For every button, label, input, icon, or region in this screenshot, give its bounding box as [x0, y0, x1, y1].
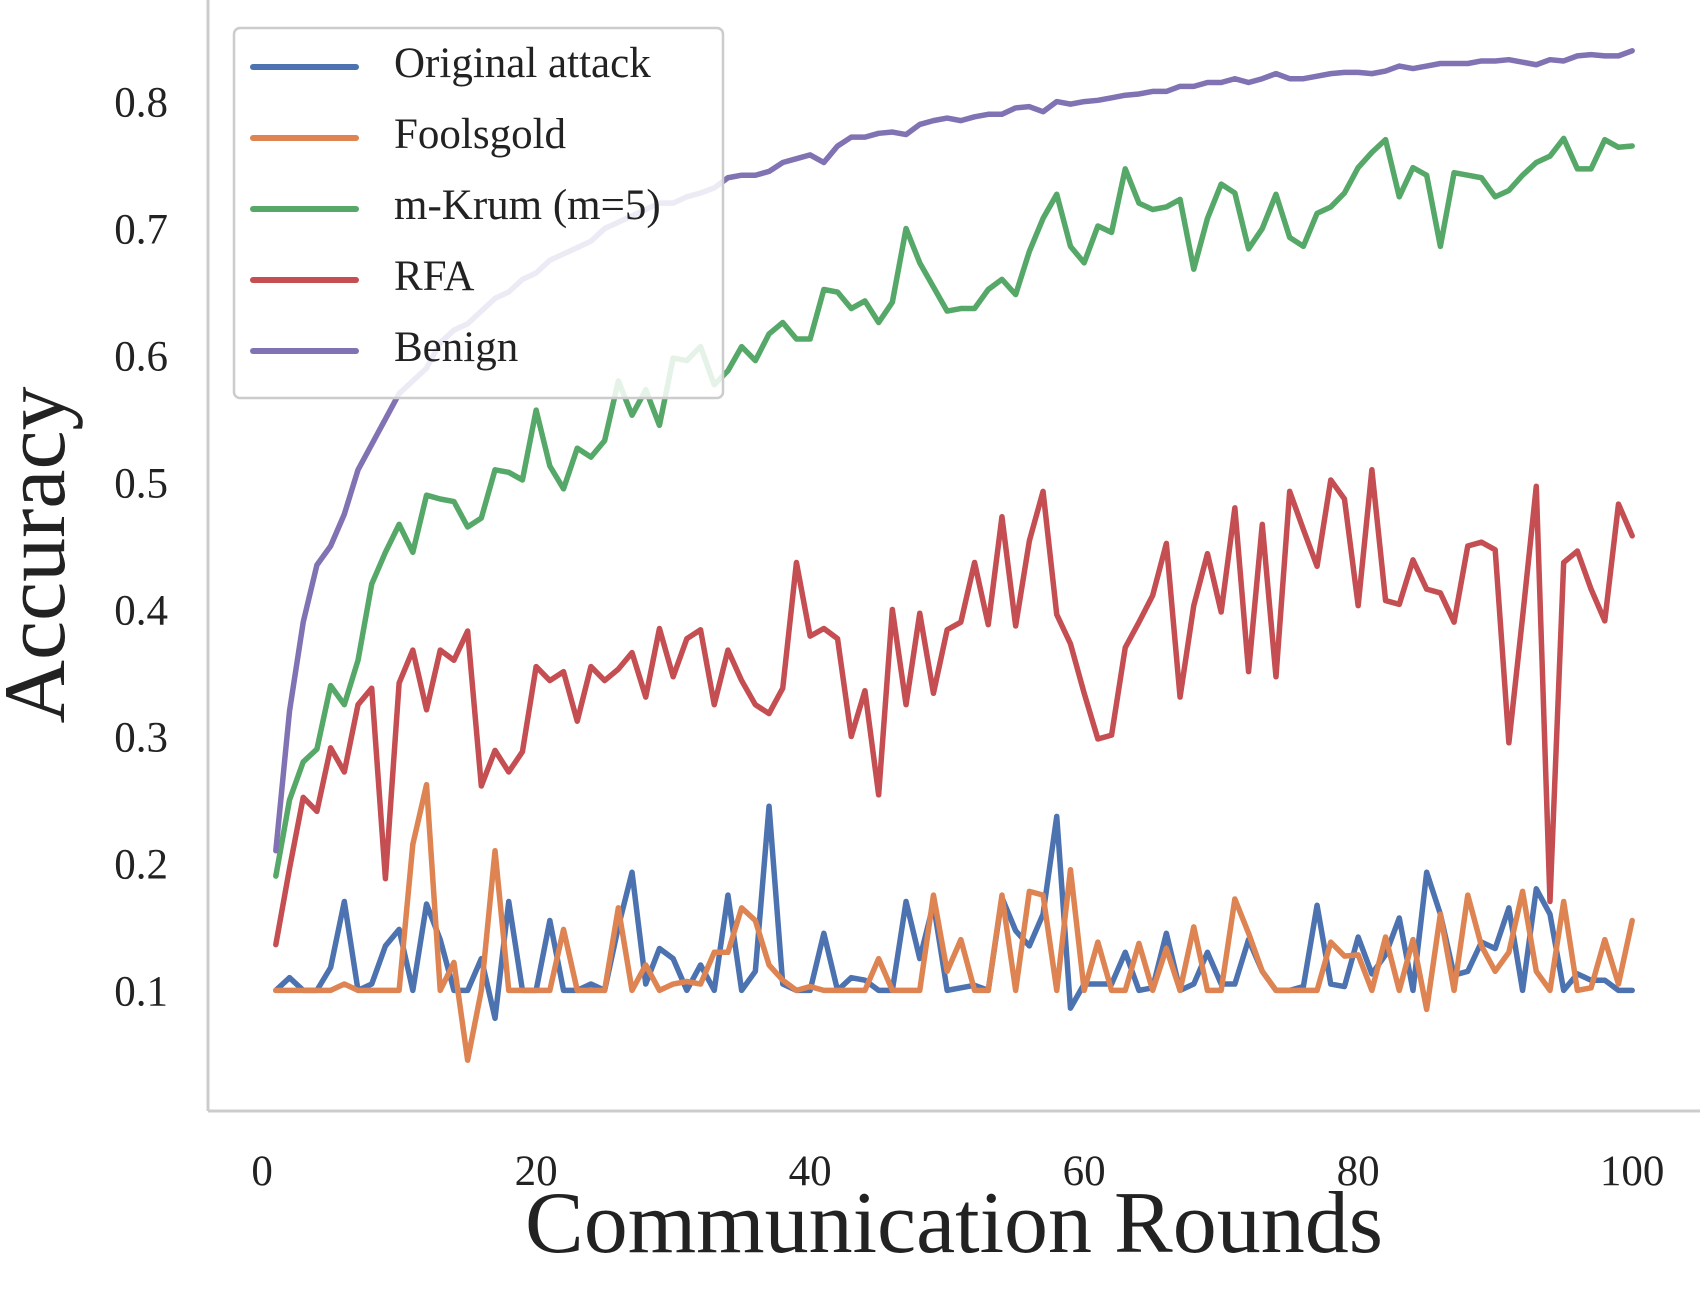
y-tick-label: 0.2	[114, 841, 168, 888]
y-tick-label: 0.6	[114, 334, 168, 381]
y-tick-label: 0.7	[114, 207, 168, 254]
x-axis-label: Communication Rounds	[525, 1175, 1383, 1272]
y-tick-label: 0.5	[114, 460, 168, 507]
y-tick-label: 0.4	[114, 587, 168, 634]
series-line	[273, 135, 1635, 879]
x-tick-label: 40	[789, 1148, 832, 1195]
x-tick-label: 0	[251, 1148, 273, 1195]
legend-label: Original attack	[394, 40, 651, 87]
x-tick-label: 20	[515, 1148, 558, 1195]
legend-box	[232, 26, 725, 400]
legend: Original attack Foolsgold m-Krum (m=5) RFA B…	[232, 26, 725, 400]
legend-label: m-Krum (m=5)	[394, 182, 661, 229]
x-tick-label: 100	[1600, 1148, 1665, 1195]
legend-label: Foolsgold	[394, 111, 566, 158]
y-tick-label: 0.1	[114, 968, 168, 1015]
series-line	[273, 781, 1635, 1063]
y-tick-label: 0.3	[114, 714, 168, 761]
y-axis-label: Accuracy	[0, 386, 84, 723]
x-tick-label: 80	[1337, 1148, 1380, 1195]
y-tick-label: 0.8	[114, 80, 168, 127]
x-tick-label: 60	[1063, 1148, 1106, 1195]
legend-label: RFA	[394, 253, 474, 300]
series-line	[273, 467, 1635, 948]
series-line	[273, 803, 1635, 1022]
legend-label: Benign	[394, 324, 518, 371]
